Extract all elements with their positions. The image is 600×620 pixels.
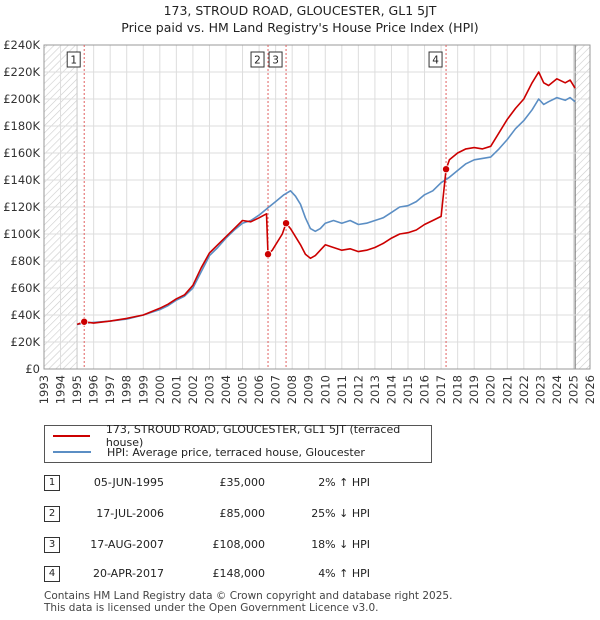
x-tick-label: 1995 [70,375,84,404]
transaction-hpi-diff: 4% ↑ HPI [318,567,370,580]
y-tick-label: £20K [11,335,41,349]
footer-license: This data is licensed under the Open Gov… [44,602,379,614]
legend-item-property: 173, STROUD ROAD, GLOUCESTER, GL1 5JT (t… [53,423,431,449]
y-tick-label: £0 [25,362,40,376]
x-tick-label: 2023 [533,375,547,404]
transaction-number: 3 [44,537,60,553]
x-tick-label: 2017 [434,375,448,404]
transaction-price: £85,000 [219,507,266,520]
x-tick-label: 2016 [418,375,432,404]
transaction-label-frame [66,51,81,68]
x-tick-label: 2009 [302,375,316,404]
x-tick-label: 1994 [54,375,68,404]
transaction-number: 1 [44,475,60,491]
table-row: 1 05-JUN-1995 £35,000 2% ↑ HPI [0,475,600,493]
y-tick-label: £40K [11,308,41,322]
transaction-number: 4 [44,566,60,582]
x-tick-label: 2024 [550,375,564,404]
footer: Contains HM Land Registry data © Crown c… [44,590,452,614]
y-tick-label: £180K [3,119,40,133]
y-tick-label: £160K [3,146,40,160]
x-tick-label: 1998 [120,375,134,404]
transaction-date: 05-JUN-1995 [93,476,164,489]
transaction-label-box: 2 [250,51,265,68]
x-tick-label: 2013 [368,375,382,404]
transaction-point [264,250,273,259]
transaction-label-frame [268,51,283,68]
x-tick-label: 2021 [500,375,514,404]
transaction-label-frame [250,51,265,68]
x-tick-label: 2001 [169,375,183,404]
y-tick-label: £200K [3,92,40,106]
transaction-point [442,165,451,174]
transaction-date: 20-APR-2017 [92,567,164,580]
y-tick-label: £100K [3,227,40,241]
x-tick-label: 2015 [401,375,415,404]
x-tick-label: 2018 [451,375,465,404]
x-tick-label: 2019 [467,375,481,404]
x-tick-label: 2006 [252,375,266,404]
legend-label-hpi: HPI: Average price, terraced house, Glou… [107,445,365,459]
chart-subtitle: Price paid vs. HM Land Registry's House … [121,20,479,35]
x-tick-label: 1996 [87,375,101,404]
x-tick-label: 2008 [285,375,299,404]
x-tick-label: 2002 [186,375,200,404]
transaction-label-frame [428,51,443,68]
x-tick-label: 2012 [351,375,365,404]
y-tick-label: £140K [3,173,40,187]
transaction-label: 1 [70,55,77,67]
table-row: 4 20-APR-2017 £148,000 4% ↑ HPI [0,566,600,584]
transaction-date: 17-JUL-2006 [96,507,164,520]
x-tick-label: 1993 [37,375,51,404]
x-tick-label: 2003 [202,375,216,404]
price-chart: £0 £20K £40K £60K £80K £100K £120K £140K £160K £1… [3,38,597,404]
transaction-point [80,317,89,326]
transaction-label: 2 [254,55,261,67]
footer-copyright: Contains HM Land Registry data © Crown c… [44,590,453,602]
transaction-hpi-diff: 25% ↓ HPI [311,507,370,520]
transaction-price: £108,000 [212,538,266,551]
chart-legend: 173, STROUD ROAD, GLOUCESTER, GL1 5JT (t… [44,423,432,463]
x-tick-label: 1999 [136,375,150,404]
y-tick-label: £240K [3,38,40,52]
transaction-label: 3 [272,55,279,67]
transaction-label: 4 [432,55,439,67]
transaction-price: £35,000 [219,476,266,489]
x-tick-label: 2022 [517,375,531,404]
x-tick-label: 1997 [103,375,117,404]
y-tick-label: £80K [11,254,41,268]
property-price-line [76,71,576,326]
x-tick-label: 2025 [566,375,580,404]
chart-title: 173, STROUD ROAD, GLOUCESTER, GL1 5JT [163,3,437,18]
hpi-line [76,96,576,326]
transaction-hpi-diff: 18% ↓ HPI [311,538,370,551]
x-tick-label: 2010 [318,375,332,404]
transaction-number: 2 [44,506,60,522]
transaction-point [282,219,291,228]
transaction-label-box: 4 [428,51,443,68]
x-tick-label: 2014 [384,375,398,404]
transaction-hpi-diff: 2% ↑ HPI [318,476,370,489]
x-tick-label: 2000 [153,375,167,404]
x-tick-label: 2007 [269,375,283,404]
x-tick-label: 2004 [219,375,233,404]
transaction-price: £148,000 [212,567,266,580]
transaction-date: 17-AUG-2007 [90,538,164,551]
legend-swatch-hpi [53,451,91,453]
x-tick-label: 2026 [583,375,597,404]
x-tick-label: 2011 [335,375,349,404]
legend-label-property: 173, STROUD ROAD, GLOUCESTER, GL1 5JT (t… [105,423,401,449]
transaction-label-box: 1 [66,51,81,68]
legend-item-hpi: HPI: Average price, terraced house, Glou… [53,444,365,460]
y-tick-label: £120K [3,200,40,214]
x-tick-label: 2005 [236,375,250,404]
y-tick-label: £60K [11,281,41,295]
table-row: 2 17-JUL-2006 £85,000 25% ↓ HPI [0,506,600,524]
x-tick-label: 2020 [484,375,498,404]
plot-area [43,44,591,370]
table-row: 3 17-AUG-2007 £108,000 18% ↓ HPI [0,537,600,555]
legend-swatch-property [53,435,90,437]
transaction-label-box: 3 [268,51,283,68]
y-tick-label: £220K [3,65,40,79]
